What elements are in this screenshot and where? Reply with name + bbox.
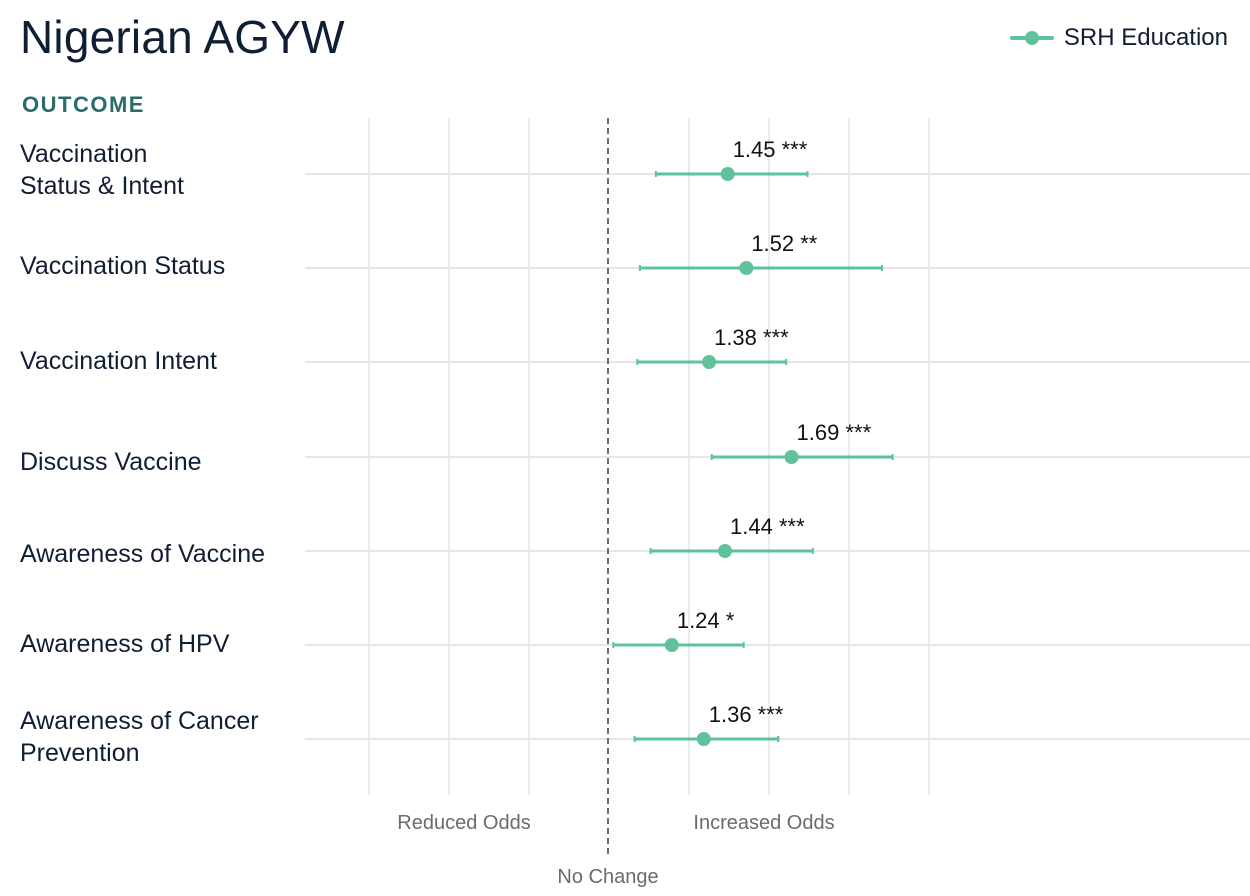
estimate-value-label: 1.38 *** — [714, 325, 789, 350]
outcome-label: Awareness of Cancer Prevention — [20, 707, 259, 767]
legend: SRH Education — [1009, 24, 1228, 52]
estimate-value-label: 1.24 * — [677, 608, 735, 633]
estimate-point — [696, 732, 711, 746]
estimate-point — [664, 638, 679, 652]
outcome-label: Awareness of HPV — [20, 630, 230, 658]
outcome-label: Vaccination Status — [20, 252, 226, 280]
estimate-value-label: 1.45 *** — [733, 137, 808, 162]
estimate-point — [720, 167, 735, 181]
legend-label: SRH Education — [1063, 24, 1228, 51]
estimate-point — [718, 544, 733, 558]
estimate-point — [702, 355, 717, 369]
outcome-label: Vaccination Intent — [20, 347, 217, 375]
estimate-point — [784, 450, 799, 464]
estimate-value-label: 1.36 *** — [709, 702, 784, 727]
no-change-label: No Change — [557, 866, 658, 888]
outcome-label: Vaccination Status & Intent — [20, 140, 184, 200]
outcome-label: Discuss Vaccine — [20, 448, 202, 476]
estimate-point — [739, 261, 754, 275]
reduced-odds-label: Reduced Odds — [397, 812, 530, 834]
outcome-label: Awareness of Vaccine — [20, 540, 266, 568]
estimate-value-label: 1.44 *** — [730, 514, 805, 539]
estimate-value-label: 1.69 *** — [797, 420, 872, 445]
legend-swatch-icon — [1009, 31, 1054, 45]
chart-title: Nigerian AGYW — [20, 11, 345, 63]
estimate-value-label: 1.52 ** — [751, 231, 817, 256]
increased-odds-label: Increased Odds — [693, 812, 834, 834]
outcome-column-header: OUTCOME — [22, 92, 145, 117]
